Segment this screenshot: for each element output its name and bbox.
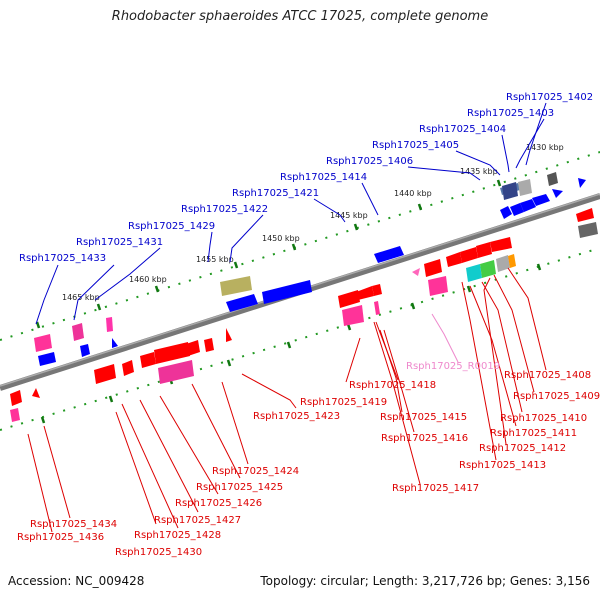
- gene-arrow: [80, 344, 90, 357]
- gene-arrow: [106, 317, 113, 332]
- gene-arrow: [226, 328, 232, 342]
- gene-arrow: [532, 194, 550, 206]
- gene-arrow: [428, 276, 448, 296]
- gene-arrow: [510, 203, 524, 216]
- scale-label: 1460 kbp: [129, 275, 167, 284]
- gene-arrow: [578, 178, 586, 188]
- gene-arrow: [412, 268, 420, 276]
- gene-arrow: [338, 290, 360, 308]
- gene-arrow: [356, 286, 374, 300]
- gene-arrow: [186, 340, 200, 356]
- gene-arrow: [154, 342, 190, 364]
- gene-arrow: [122, 360, 134, 376]
- gene-label: Rsph17025_1406: [326, 156, 413, 167]
- gene-label: Rsph17025_1421: [232, 188, 319, 199]
- gene-arrow: [490, 237, 512, 252]
- scale-label: 1435 kbp: [460, 167, 498, 176]
- genome-title: Rhodobacter sphaeroides ATCC 17025, comp…: [111, 9, 489, 24]
- gene-arrow: [374, 246, 404, 263]
- gene-arrow: [32, 388, 40, 398]
- gene-label: Rsph17025_1418: [349, 380, 436, 391]
- gene-arrow: [10, 390, 22, 406]
- gene-label: Rsph17025_1405: [372, 140, 459, 151]
- gene-arrow: [342, 305, 364, 326]
- gene-arrow: [520, 199, 536, 212]
- gene-arrow: [552, 189, 563, 198]
- gene-label: Rsph17025_1403: [467, 108, 554, 119]
- gene-label: Rsph17025_1425: [196, 482, 283, 493]
- gene-label: Rsph17025_1412: [479, 443, 566, 454]
- gene-arrow: [460, 247, 478, 263]
- gene-arrow: [518, 179, 532, 196]
- gene-arrow: [38, 352, 56, 366]
- gene-arrow: [508, 254, 516, 268]
- gene-label: Rsph17025_1417: [392, 483, 479, 494]
- gene-arrow: [220, 276, 252, 296]
- gene-label: Rsph17025_1428: [134, 530, 221, 541]
- gene-label: Rsph17025_1416: [381, 433, 468, 444]
- gene-arrow: [496, 255, 510, 272]
- gene-arrow: [424, 259, 442, 277]
- gene-arrow: [576, 208, 594, 222]
- gene-label: Rsph17025_1408: [504, 370, 591, 381]
- scale-label: 1440 kbp: [394, 189, 432, 198]
- gene-arrow: [578, 222, 598, 238]
- lower-strand-genes: [10, 208, 598, 422]
- gene-arrow: [94, 364, 116, 384]
- gene-label: Rsph17025_1423: [253, 411, 340, 422]
- gene-label: Rsph17025_1433: [19, 253, 106, 264]
- gene-arrow: [262, 280, 312, 304]
- gene-arrow: [500, 206, 512, 219]
- gene-label: Rsph17025_1431: [76, 237, 163, 248]
- gene-arrow: [10, 408, 20, 422]
- top-leader-lines: [35, 102, 547, 325]
- scale-label: 1445 kbp: [330, 211, 368, 220]
- gene-label: Rsph17025_1402: [506, 92, 593, 103]
- gene-label: Rsph17025_1415: [380, 412, 467, 423]
- bottom-labels: Rsph17025_R0019 Rsph17025_1408 Rsph17025…: [17, 361, 600, 558]
- gene-arrow: [34, 334, 52, 352]
- rna-leader-line: [431, 313, 459, 363]
- gene-label: Rsph17025_1411: [490, 428, 577, 439]
- gene-arrow: [476, 242, 492, 258]
- gene-arrow: [112, 338, 118, 348]
- gene-label: Rsph17025_1413: [459, 460, 546, 471]
- gene-arrow: [158, 360, 194, 384]
- upper-strand-genes: [34, 172, 586, 366]
- gene-arrow: [204, 338, 214, 352]
- gene-label: Rsph17025_1422: [181, 204, 268, 215]
- gene-label: Rsph17025_1430: [115, 547, 202, 558]
- gene-label: Rsph17025_1414: [280, 172, 367, 183]
- scale-label: 1450 kbp: [262, 234, 300, 243]
- gene-label: Rsph17025_1404: [419, 124, 506, 135]
- gene-label: Rsph17025_1409: [513, 391, 600, 402]
- bottom-leader-lines: [27, 267, 547, 533]
- gene-arrow: [547, 172, 558, 186]
- genome-stats-text: Topology: circular; Length: 3,217,726 bp…: [260, 574, 590, 588]
- gene-arrow: [372, 284, 382, 296]
- gene-label: Rsph17025_1410: [500, 413, 587, 424]
- scale-label: 1455 kbp: [196, 255, 234, 264]
- gene-label: Rsph17025_1426: [175, 498, 262, 509]
- gene-label: Rsph17025_R0019: [406, 361, 500, 372]
- gene-arrow: [466, 264, 482, 282]
- gene-arrow: [480, 260, 496, 278]
- gene-arrow: [502, 182, 518, 200]
- gene-label: Rsph17025_1436: [17, 532, 104, 543]
- gene-label: Rsph17025_1424: [212, 466, 299, 477]
- gene-label: Rsph17025_1427: [154, 515, 241, 526]
- gene-label: Rsph17025_1434: [30, 519, 117, 530]
- gene-arrow: [140, 352, 156, 368]
- gene-label: Rsph17025_1429: [128, 221, 215, 232]
- scale-label: 1430 kbp: [526, 143, 564, 152]
- top-labels: Rsph17025_1402 Rsph17025_1403 Rsph17025_…: [19, 92, 593, 264]
- gene-arrow: [72, 323, 84, 341]
- gene-label: Rsph17025_1419: [300, 397, 387, 408]
- gene-arrow: [446, 252, 462, 267]
- accession-text: Accession: NC_009428: [8, 574, 145, 588]
- major-ticks: [35, 179, 542, 424]
- gene-arrow: [374, 301, 380, 315]
- gene-arrow: [226, 294, 258, 312]
